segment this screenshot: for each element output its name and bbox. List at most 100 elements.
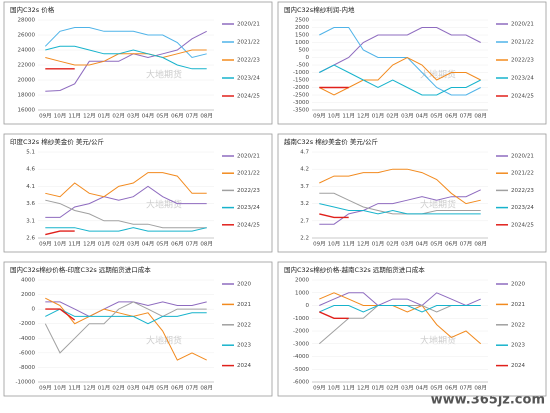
series-line — [45, 199, 207, 229]
legend-label: 2021/22 — [237, 171, 260, 177]
x-tick-label: 12月 — [357, 385, 370, 392]
y-tick-label: 26000 — [18, 33, 36, 39]
x-tick-label: 12月 — [357, 241, 370, 248]
legend-label: 2022 — [237, 322, 251, 328]
x-tick-label: 12月 — [83, 113, 96, 120]
y-tick-label: 4.2 — [300, 167, 309, 173]
panel — [3, 1, 273, 125]
y-tick-label: -8000 — [19, 365, 35, 371]
legend-label: 2022 — [511, 322, 525, 328]
panel — [277, 133, 547, 253]
x-tick-label: 02月 — [386, 113, 399, 120]
x-tick-label: 07月 — [460, 241, 473, 248]
legend-label: 2024 — [511, 363, 525, 369]
x-tick-label: 04月 — [416, 113, 429, 120]
y-tick-label: -5000 — [293, 367, 309, 373]
y-tick-label: 2000 — [21, 292, 35, 298]
legend-label: 2024/25 — [511, 94, 534, 100]
legend-label: 2023/24 — [511, 76, 534, 82]
x-tick-label: 11月 — [342, 241, 355, 248]
series-line — [319, 27, 481, 96]
chart-title: 印度C32s 棉纱美金价 美元/公斤 — [10, 137, 105, 146]
x-tick-label: 04月 — [416, 385, 429, 392]
series-line — [319, 292, 481, 307]
y-tick-label: 4000 — [21, 278, 35, 284]
x-tick-label: 07月 — [186, 113, 199, 120]
y-tick-label: 500 — [299, 48, 310, 54]
legend-label: 2023/24 — [237, 76, 260, 82]
chart-title: 国内C32s棉纱利润-内地 — [284, 5, 355, 14]
x-tick-label: 08月 — [200, 385, 213, 392]
y-tick-label: -3000 — [293, 100, 309, 106]
x-tick-label: 11月 — [68, 241, 81, 248]
x-tick-label: 02月 — [112, 113, 125, 120]
x-tick-label: 09月 — [313, 113, 326, 120]
chart-title: 国内C32s棉纱价格-印度C32s 远期船货进口成本 — [10, 265, 151, 274]
series-line — [44, 301, 207, 354]
x-tick-label: 01月 — [98, 113, 111, 120]
y-tick-label: 3.2 — [300, 201, 309, 207]
series-line — [45, 230, 75, 236]
x-tick-label: 10月 — [328, 241, 341, 248]
y-tick-label: 1500 — [295, 33, 309, 39]
panel — [277, 261, 547, 397]
y-tick-label: 28000 — [18, 18, 36, 24]
y-tick-label: -6000 — [293, 380, 309, 386]
series-line — [319, 311, 349, 319]
x-tick-label: 01月 — [372, 113, 385, 120]
series-line — [319, 305, 481, 313]
y-tick-label: 4.1 — [26, 184, 35, 190]
y-tick-label: 3.6 — [26, 201, 35, 207]
legend-label: 2024 — [237, 363, 251, 369]
y-tick-label: -2500 — [293, 93, 309, 99]
y-tick-label: 3.7 — [300, 184, 309, 190]
x-tick-label: 05月 — [156, 241, 169, 248]
y-tick-label: -6000 — [19, 350, 35, 356]
y-tick-label: 2500 — [295, 18, 309, 24]
x-tick-label: 01月 — [98, 385, 111, 392]
legend-label: 2024/25 — [237, 94, 260, 100]
legend-label: 2021/22 — [511, 171, 534, 177]
x-tick-label: 08月 — [474, 241, 487, 248]
series-line — [45, 172, 207, 198]
series-line — [45, 185, 207, 218]
x-tick-label: 12月 — [83, 241, 96, 248]
series-line — [319, 292, 482, 345]
x-tick-label: 08月 — [474, 113, 487, 120]
y-tick-label: 20000 — [18, 78, 36, 84]
y-tick-label: 0 — [306, 55, 310, 61]
x-tick-label: 11月 — [342, 113, 355, 120]
series-line — [45, 49, 207, 66]
y-tick-label: -3000 — [293, 341, 309, 347]
series-line — [319, 56, 481, 96]
y-tick-label: 0 — [306, 303, 310, 309]
y-tick-label: 2.2 — [300, 236, 309, 242]
series-line — [319, 64, 481, 96]
series-line — [45, 308, 76, 321]
logo-watermark: 大地期货 — [146, 335, 182, 347]
x-tick-label: 07月 — [460, 113, 473, 120]
legend-label: 2023/24 — [237, 205, 260, 211]
legend-label: 2021/22 — [237, 40, 260, 46]
x-tick-label: 06月 — [171, 113, 184, 120]
series-line — [319, 192, 481, 215]
x-tick-label: 03月 — [401, 241, 414, 248]
legend-label: 2022/23 — [237, 58, 260, 64]
x-tick-label: 06月 — [171, 241, 184, 248]
legend-label: 2024/25 — [237, 222, 260, 228]
legend-label: 2020 — [511, 282, 525, 288]
x-tick-label: 04月 — [142, 241, 155, 248]
series-line — [45, 308, 207, 325]
legend-label: 2023 — [237, 343, 251, 349]
series-line — [319, 189, 481, 225]
y-tick-label: -4000 — [19, 336, 35, 342]
x-tick-label: 03月 — [127, 113, 140, 120]
legend-label: 2020 — [237, 282, 251, 288]
x-tick-label: 02月 — [112, 385, 125, 392]
x-tick-label: 10月 — [328, 385, 341, 392]
y-tick-label: 2000 — [295, 25, 309, 31]
x-tick-label: 05月 — [430, 113, 443, 120]
legend-label: 2021/22 — [511, 40, 534, 46]
legend-label: 2024/25 — [511, 222, 534, 228]
y-tick-label: -500 — [297, 63, 310, 69]
